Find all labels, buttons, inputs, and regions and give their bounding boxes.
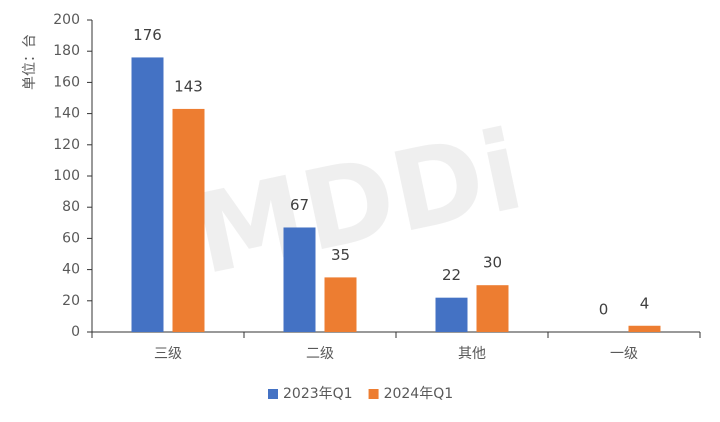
value-label: 35 [331,246,350,264]
legend-label: 2024年Q1 [384,386,454,402]
x-tick-label: 一级 [610,346,638,362]
value-label: 4 [640,294,650,312]
bar [476,285,509,332]
legend-swatch [368,389,379,399]
y-tick-label: 160 [53,74,80,90]
x-tick-label: 三级 [154,346,182,362]
y-tick-label: 20 [62,293,80,309]
legend-swatch [268,389,278,399]
bar [435,297,468,332]
bar [172,108,205,332]
x-tick-label: 其他 [458,346,486,362]
y-tick-label: 0 [71,324,80,340]
value-label: 67 [290,196,309,214]
watermark: MDDi [184,106,533,300]
value-label: 30 [483,254,502,272]
bar [283,227,316,332]
value-label: 0 [599,301,609,319]
value-label: 143 [174,77,203,95]
y-tick-label: 120 [53,137,80,153]
x-tick-label: 二级 [306,346,334,362]
y-tick-label: 180 [53,43,80,59]
legend-label: 2023年Q1 [283,386,353,402]
bar [628,325,661,332]
bar [131,57,164,332]
y-tick-label: 200 [53,12,80,28]
y-tick-label: 40 [62,262,80,278]
value-label: 22 [442,266,461,284]
value-label: 176 [133,26,162,44]
y-tick-label: 60 [62,230,80,246]
y-tick-label: 100 [53,168,80,184]
y-axis-label: 单位：台 [22,34,38,90]
bar [324,277,357,332]
y-tick-label: 140 [53,106,80,122]
y-tick-label: 80 [62,199,80,215]
